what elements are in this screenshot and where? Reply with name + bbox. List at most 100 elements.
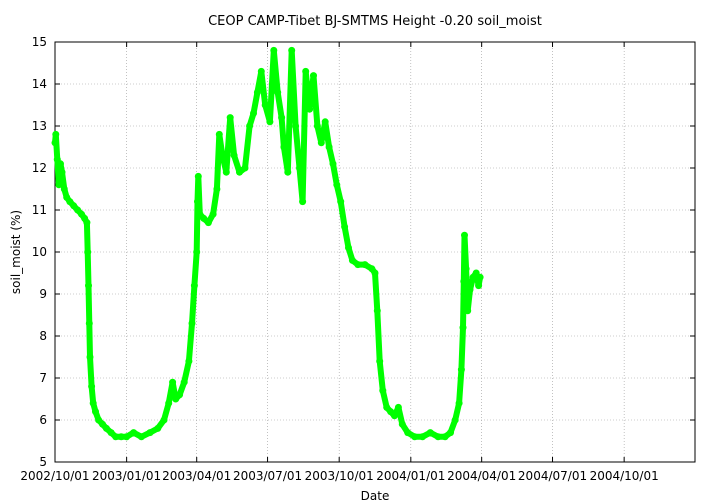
data-point <box>185 357 193 365</box>
data-point <box>107 429 115 437</box>
data-point <box>455 399 463 407</box>
data-point <box>241 164 249 172</box>
data-point <box>200 214 208 222</box>
grid <box>55 42 695 462</box>
data-point <box>193 248 201 256</box>
data-point <box>292 122 300 130</box>
data-point <box>337 198 345 206</box>
data-point <box>284 168 292 176</box>
data-point <box>215 130 223 138</box>
y-tick-label: 5 <box>39 455 47 469</box>
data-point <box>460 277 468 285</box>
data-point <box>441 433 449 441</box>
data-point <box>354 261 362 269</box>
data-point <box>348 256 356 264</box>
y-tick-label: 9 <box>39 287 47 301</box>
data-point <box>394 403 402 411</box>
data-point <box>102 424 110 432</box>
x-tick-label: 2003/07/01 <box>233 469 302 483</box>
data-point <box>112 433 120 441</box>
data-point <box>361 261 369 269</box>
data-point <box>160 416 168 424</box>
data-point <box>310 72 317 80</box>
data-point <box>391 412 398 420</box>
data-point <box>55 181 63 189</box>
x-tick-label: 2003/01/01 <box>92 469 161 483</box>
data-point <box>86 353 94 361</box>
data-point <box>146 429 154 437</box>
data-point <box>466 286 474 294</box>
data-point <box>165 399 173 407</box>
data-point <box>190 282 198 290</box>
data-point <box>57 160 64 168</box>
data-point <box>236 168 243 176</box>
data-point <box>379 387 387 395</box>
x-tick-label: 2003/10/01 <box>305 469 374 483</box>
data-point <box>317 139 325 147</box>
y-tick-label: 13 <box>32 119 47 133</box>
data-point <box>462 265 470 273</box>
data-point <box>176 391 184 399</box>
data-point <box>288 46 296 54</box>
data-point <box>464 307 472 315</box>
data-point <box>376 357 384 365</box>
data-point <box>226 114 234 122</box>
data-point <box>58 168 66 176</box>
x-tick-label: 2003/04/01 <box>162 469 231 483</box>
data-point <box>130 429 138 437</box>
data-point <box>457 366 465 374</box>
x-tick-label: 2002/10/01 <box>20 469 89 483</box>
data-point <box>329 160 337 168</box>
data-point <box>51 139 59 147</box>
data-point <box>250 109 257 117</box>
data-point <box>169 378 177 386</box>
data-point <box>447 429 454 437</box>
data-point <box>261 101 269 109</box>
data-point <box>299 198 307 206</box>
data-point <box>398 420 406 428</box>
x-tick-label: 2004/01/01 <box>376 469 445 483</box>
data-point <box>213 185 221 193</box>
data-point <box>426 429 434 437</box>
y-tick-label: 8 <box>39 329 47 343</box>
data-point <box>451 416 459 424</box>
data-point <box>222 168 230 176</box>
data-point <box>434 433 442 441</box>
data-points <box>51 46 484 441</box>
data-point <box>475 282 483 290</box>
data-point <box>296 164 303 172</box>
data-point <box>404 429 412 437</box>
x-tick-label: 2004/04/01 <box>447 469 516 483</box>
data-point <box>313 122 321 130</box>
data-point <box>188 319 196 327</box>
data-point <box>246 122 254 130</box>
data-point <box>137 433 145 441</box>
data-point <box>461 231 468 239</box>
data-point <box>266 118 274 126</box>
data-point <box>83 219 91 227</box>
data-point <box>411 433 419 441</box>
data-point <box>194 198 201 206</box>
data-point <box>85 319 93 327</box>
data-point <box>373 307 381 315</box>
data-point <box>85 282 92 290</box>
data-point <box>89 399 97 407</box>
data-point <box>204 219 212 227</box>
data-point <box>154 424 162 432</box>
data-point <box>341 223 349 231</box>
y-axis-label: soil_moist (%) <box>9 210 23 294</box>
data-point <box>333 181 341 189</box>
y-tick-label: 6 <box>39 413 47 427</box>
data-point <box>280 143 288 151</box>
data-point <box>84 248 92 256</box>
data-point <box>194 172 202 180</box>
data-point <box>321 118 329 126</box>
x-axis-label: Date <box>361 489 390 503</box>
data-point <box>88 382 96 390</box>
x-tick-label: 2004/10/01 <box>590 469 659 483</box>
x-tick-label: 2004/07/01 <box>518 469 587 483</box>
y-tick-label: 12 <box>32 161 47 175</box>
y-tick-label: 14 <box>32 77 47 91</box>
